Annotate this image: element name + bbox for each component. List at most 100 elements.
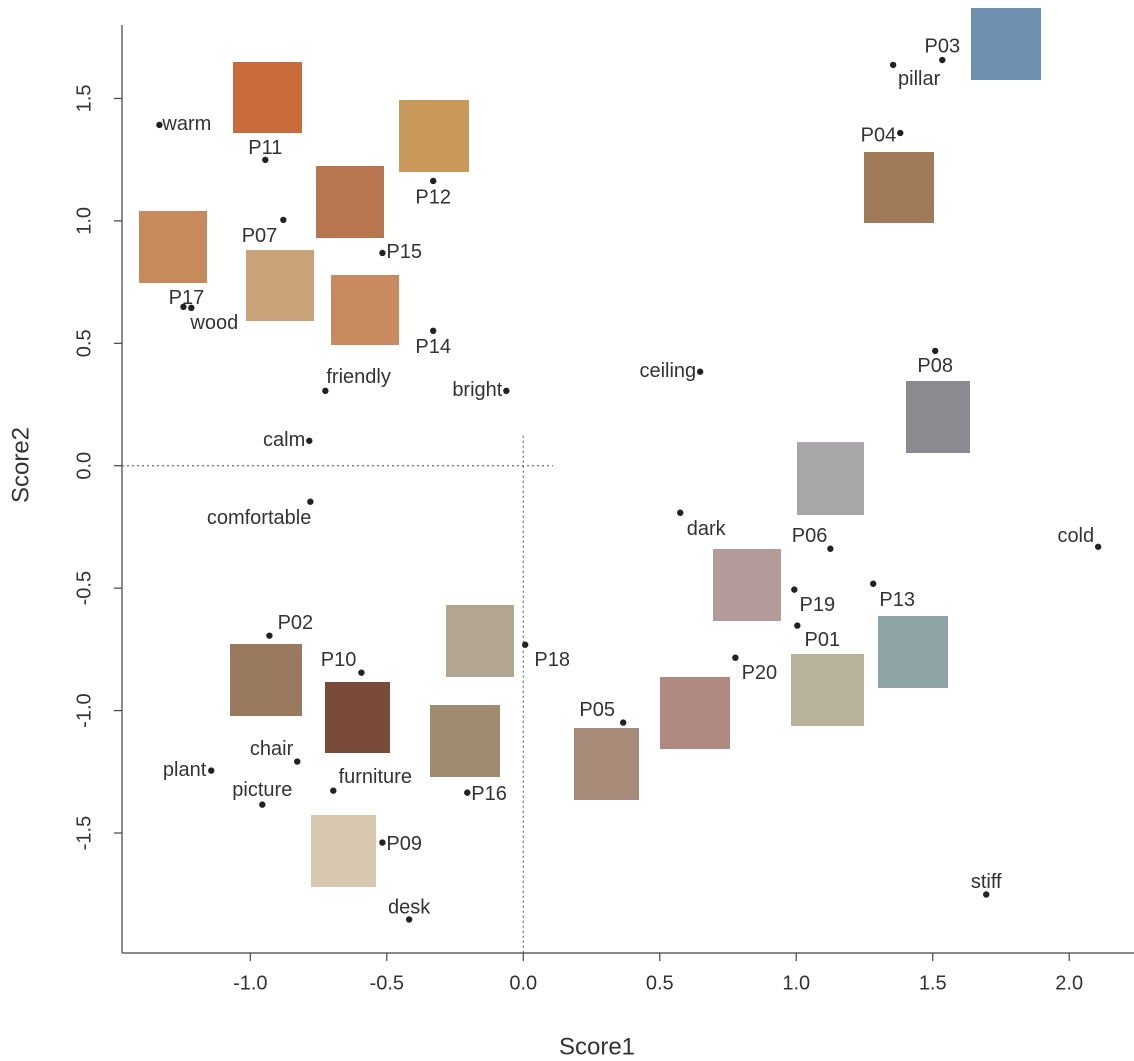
photo (797, 442, 864, 515)
point (677, 510, 683, 516)
x-tick-label: 1.0 (782, 972, 810, 994)
point-label: P10 (321, 649, 357, 671)
photo (316, 166, 384, 238)
point-label: wood (189, 312, 238, 334)
point (620, 719, 626, 725)
point (306, 438, 312, 444)
point (307, 499, 313, 505)
point-label: P06 (792, 525, 828, 547)
photo (660, 677, 730, 749)
y-tick-label: -1.5 (73, 816, 95, 850)
x-tick-label: 2.0 (1055, 972, 1083, 994)
point (430, 178, 436, 184)
point (464, 789, 470, 795)
point (259, 801, 265, 807)
point (294, 758, 300, 764)
photo (325, 682, 390, 753)
y-tick-label: 1.0 (73, 207, 95, 235)
photo (906, 381, 970, 453)
point (1095, 544, 1101, 550)
point-label: plant (163, 759, 207, 781)
point-label: cold (1057, 525, 1094, 547)
y-tick-label: -0.5 (73, 571, 95, 605)
photo (331, 275, 399, 345)
point (208, 767, 214, 773)
point (280, 217, 286, 223)
point (503, 388, 509, 394)
point-label: chair (250, 738, 294, 760)
point (522, 642, 528, 648)
y-tick-label: 0.0 (73, 452, 95, 480)
point-label: P07 (242, 225, 278, 247)
y-tick-label: -1.0 (73, 693, 95, 727)
x-axis-title: Score1 (559, 1033, 635, 1060)
photo (430, 705, 500, 777)
photo (399, 100, 469, 172)
point-label: P05 (579, 699, 615, 721)
point (827, 546, 833, 552)
point-label: P15 (386, 241, 422, 263)
y-tick-label: 0.5 (73, 329, 95, 357)
point-label: warm (161, 113, 211, 135)
point-label: P02 (278, 612, 314, 634)
point-label: P04 (861, 124, 897, 146)
point (266, 632, 272, 638)
point (932, 348, 938, 354)
point-label: furniture (339, 766, 412, 788)
point (794, 622, 800, 628)
point-label: P11 (248, 137, 282, 159)
point-label: P12 (415, 186, 451, 208)
point (939, 57, 945, 63)
point-label: friendly (326, 366, 390, 388)
x-tick-label: -0.5 (370, 972, 404, 994)
x-tick-label: 0.0 (509, 972, 537, 994)
point-label: P20 (742, 662, 778, 684)
point (330, 787, 336, 793)
chart: Score1 Score2 -1.0 -0.5 0.0 0.5 1.0 1.5 2.0 -1.… (0, 0, 1134, 1061)
point-label: desk (388, 897, 431, 919)
point (697, 369, 703, 375)
point (430, 328, 436, 334)
point-label: P17 (169, 287, 205, 309)
x-tick-label: -1.0 (233, 972, 267, 994)
point (870, 581, 876, 587)
y-tick-label: 1.5 (73, 85, 95, 113)
point-label: stiff (971, 871, 1002, 893)
point-label: P08 (917, 355, 953, 377)
point (322, 388, 328, 394)
photo (971, 8, 1041, 80)
point-label: P09 (386, 833, 422, 855)
photo (139, 211, 207, 283)
photo (246, 250, 314, 321)
point-label: ceiling (639, 360, 696, 382)
photo (230, 644, 302, 716)
point-label: calm (263, 429, 305, 451)
x-tick-label: 1.5 (919, 972, 947, 994)
photo (574, 728, 639, 800)
point-label: pillar (898, 68, 941, 90)
photo (791, 654, 864, 726)
point-label: dark (687, 518, 727, 540)
photo (233, 62, 302, 133)
point (897, 130, 903, 136)
point-label: P01 (805, 629, 841, 651)
point-label: P18 (534, 649, 570, 671)
point-label: P19 (800, 594, 836, 616)
photo (713, 549, 781, 621)
point (379, 250, 385, 256)
y-axis-title: Score2 (7, 427, 34, 503)
photo (311, 815, 376, 887)
point-label: P13 (879, 589, 915, 611)
point-label: P14 (415, 336, 451, 358)
point-label: picture (232, 779, 292, 801)
photo (864, 152, 934, 223)
point (358, 669, 364, 675)
point (791, 586, 797, 592)
photo (446, 605, 514, 677)
point-label: P03 (924, 35, 960, 57)
point-label: bright (452, 379, 502, 401)
point (379, 839, 385, 845)
point-label: P16 (471, 783, 507, 805)
x-tick-label: 0.5 (646, 972, 674, 994)
point (732, 655, 738, 661)
